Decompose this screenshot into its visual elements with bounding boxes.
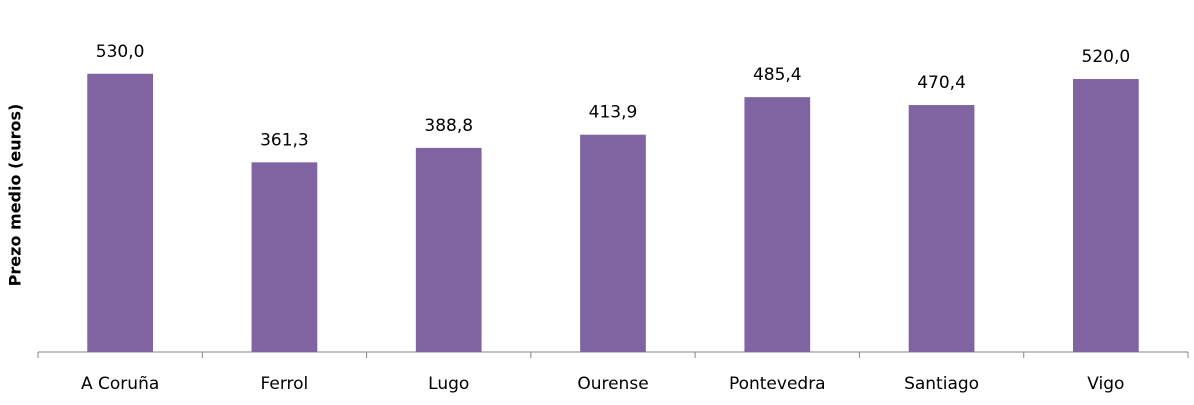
bar [744, 97, 811, 352]
bar [1073, 79, 1139, 352]
y-axis-title: Prezo medio (euros) [6, 104, 25, 287]
x-tick-label: Santiago [904, 374, 979, 394]
value-label: 388,8 [424, 116, 473, 136]
x-tick-label: Vigo [1087, 374, 1124, 394]
x-tick-label: A Coruña [81, 374, 159, 394]
bar [251, 162, 318, 352]
value-label: 520,0 [1082, 47, 1131, 67]
value-label: 413,9 [589, 103, 638, 123]
value-label: 470,4 [917, 73, 966, 93]
bar [580, 134, 646, 352]
x-tick-label: Lugo [428, 374, 469, 394]
bar [415, 147, 482, 352]
bar [87, 73, 153, 352]
x-tick-label: Ferrol [261, 374, 309, 394]
value-label: 361,3 [260, 130, 309, 150]
x-tick-label: Pontevedra [729, 374, 826, 394]
x-tick-label: Ourense [577, 374, 648, 394]
value-label: 485,4 [753, 65, 802, 85]
value-label: 530,0 [96, 42, 145, 62]
bar [908, 105, 975, 352]
